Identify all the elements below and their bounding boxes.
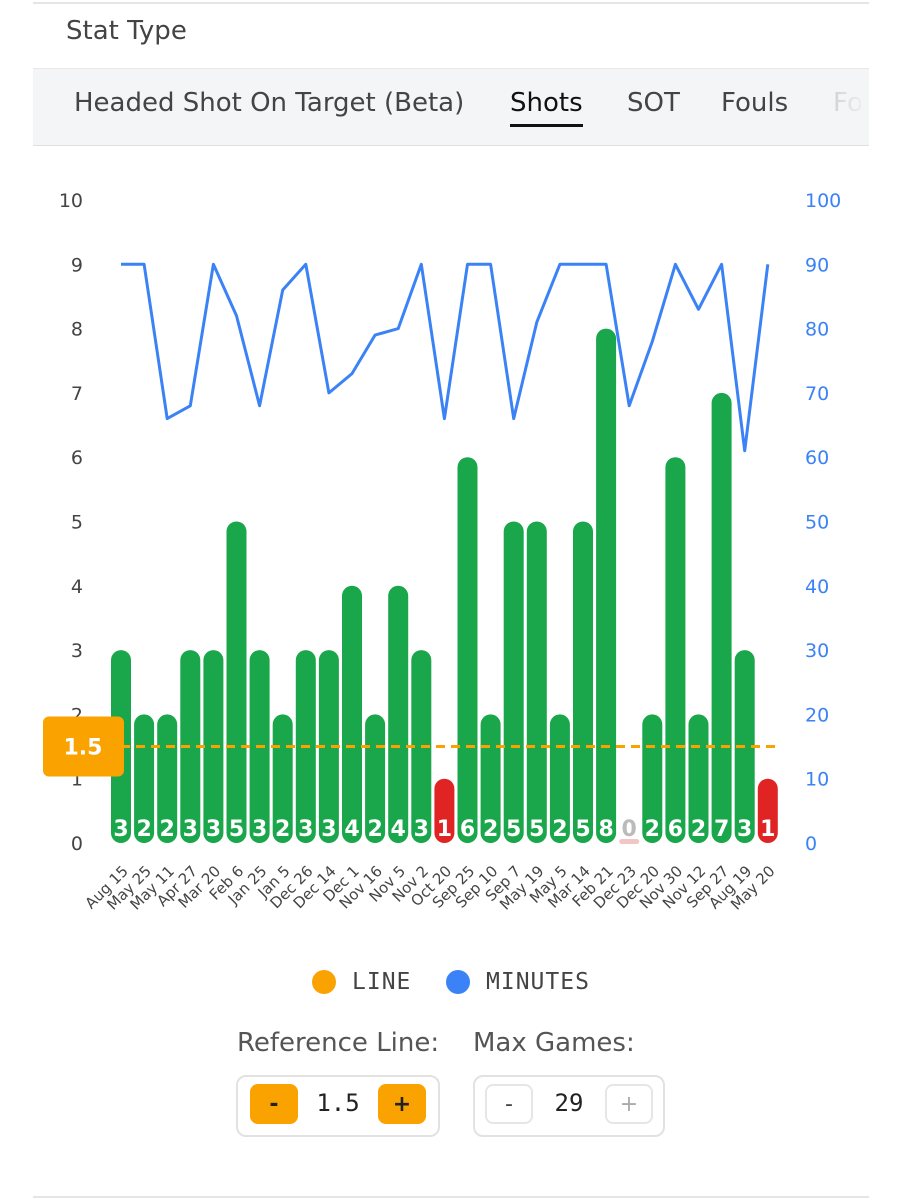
bar-value-label: 3 — [183, 817, 198, 842]
left-y-tick-label: 9 — [71, 254, 83, 276]
minutes-line-group — [121, 262, 770, 453]
bar-value-label: 1 — [437, 817, 452, 842]
tab-shots[interactable]: Shots — [510, 88, 583, 127]
bar-value-label: 0 — [622, 817, 637, 842]
max-games-stepper: - 29 + — [473, 1075, 665, 1137]
right-y-tick-label: 90 — [805, 254, 829, 276]
bar — [388, 585, 409, 843]
max-games-decrement-button[interactable]: - — [485, 1084, 533, 1124]
legend-line-label: LINE — [352, 969, 412, 995]
right-y-tick-label: 20 — [805, 704, 829, 726]
bar-value-label: 5 — [506, 817, 521, 842]
bar-value-label: 2 — [483, 817, 498, 842]
bar — [596, 328, 617, 844]
reference-line-value: 1.5 — [316, 1089, 360, 1117]
left-y-tick-label: 6 — [71, 447, 83, 469]
bar — [318, 650, 339, 843]
right-y-axis: 0 10 20 30 40 50 60 70 80 90 100 — [805, 190, 841, 855]
tabs-scroll-fade — [809, 69, 869, 145]
reference-line-badge — [43, 716, 124, 777]
bar-value-label: 2 — [367, 817, 382, 842]
bar-value-label: 3 — [298, 817, 313, 842]
bar-value-label: 2 — [275, 817, 290, 842]
bar — [434, 778, 455, 843]
bar-value-label: 2 — [136, 817, 151, 842]
bar-value-label: 5 — [575, 817, 590, 842]
bar-value-label: 8 — [598, 817, 613, 842]
legend-line-swatch — [312, 970, 336, 994]
bar-value-label: 1 — [760, 817, 775, 842]
bar — [526, 521, 547, 843]
bar — [619, 839, 640, 844]
left-y-tick-label: 0 — [71, 833, 83, 855]
right-y-tick-label: 60 — [805, 447, 829, 469]
bar — [226, 521, 247, 843]
bar-value-label: 4 — [391, 817, 406, 842]
top-divider — [33, 2, 869, 4]
stat-type-heading: Stat Type — [66, 16, 187, 46]
reference-line-badge-value: 1.5 — [64, 736, 103, 761]
bar — [457, 457, 478, 843]
stat-type-tabs: Headed Shot On Target (Beta) Shots SOT F… — [33, 68, 869, 146]
reference-line-increment-button[interactable]: + — [378, 1084, 426, 1124]
bar-value-label: 3 — [252, 817, 267, 842]
left-y-tick-label: 10 — [59, 190, 83, 212]
bar-value-label: 3 — [113, 817, 128, 842]
bar-value-label: 2 — [160, 817, 175, 842]
max-games-label: Max Games: — [473, 1028, 635, 1058]
bar-value-label: 4 — [344, 817, 359, 842]
bar-value-label: 2 — [645, 817, 660, 842]
bar-value-label: 3 — [737, 817, 752, 842]
active-tab-indicator — [510, 124, 583, 127]
left-y-tick-label: 4 — [71, 576, 83, 598]
tab-headed-shot-on-target[interactable]: Headed Shot On Target (Beta) — [74, 88, 465, 118]
right-y-tick-label: 80 — [805, 319, 829, 341]
legend-minutes-label: MINUTES — [486, 969, 590, 995]
left-y-tick-label: 7 — [71, 383, 83, 405]
bottom-divider — [33, 1196, 869, 1198]
bar — [342, 585, 362, 843]
max-games-value: 29 — [554, 1089, 584, 1117]
right-y-tick-label: 70 — [805, 383, 829, 405]
right-y-tick-label: 30 — [805, 640, 829, 662]
bar-value-label: 3 — [414, 817, 429, 842]
right-y-tick-label: 100 — [805, 190, 841, 212]
bar — [665, 457, 686, 843]
bar — [503, 521, 524, 843]
max-games-increment-button[interactable]: + — [605, 1084, 653, 1124]
bar-value-label: 2 — [552, 817, 567, 842]
legend-minutes-swatch — [446, 970, 470, 994]
legend-line: LINE — [312, 966, 411, 998]
right-y-tick-label: 0 — [805, 833, 817, 855]
bar — [711, 392, 732, 843]
left-y-tick-label: 8 — [71, 319, 83, 341]
right-y-tick-label: 50 — [805, 512, 829, 534]
bar-value-label: 6 — [460, 817, 475, 842]
bar — [757, 778, 778, 843]
bar-value-label: 5 — [229, 817, 244, 842]
reference-line-decrement-button[interactable]: - — [250, 1084, 298, 1124]
minutes-line — [121, 262, 770, 453]
bar-value-label: 6 — [668, 817, 683, 842]
tab-sot[interactable]: SOT — [627, 88, 680, 118]
bar-value-label: 7 — [714, 817, 729, 842]
bar-value-label: 3 — [206, 817, 221, 842]
reference-line-stepper: - 1.5 + — [236, 1075, 440, 1137]
bar-value-label: 2 — [691, 817, 706, 842]
legend-minutes: MINUTES — [446, 966, 590, 998]
reference-line-group: 1.5 — [43, 716, 778, 777]
bar-value-label: 5 — [529, 817, 544, 842]
bar-value-label: 3 — [321, 817, 336, 842]
bar — [180, 650, 201, 843]
tab-fouls[interactable]: Fouls — [721, 88, 789, 118]
left-y-tick-label: 3 — [71, 640, 83, 662]
bar — [573, 521, 593, 843]
reference-line-label: Reference Line: — [237, 1028, 440, 1058]
right-y-tick-label: 10 — [805, 769, 829, 791]
right-y-tick-label: 40 — [805, 576, 829, 598]
left-y-tick-label: 5 — [71, 512, 83, 534]
